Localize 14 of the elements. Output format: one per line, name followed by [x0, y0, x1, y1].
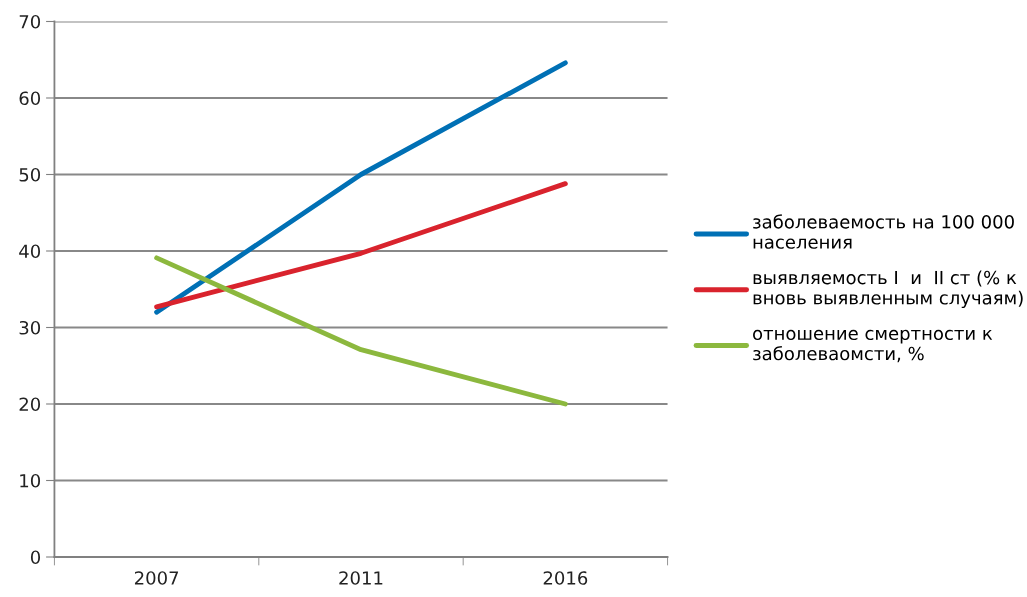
y-tick-label: 10: [20, 473, 41, 488]
y-tick-label: 50: [19, 167, 41, 182]
y-tick-label: 30: [19, 320, 41, 335]
y-tick-label: 70: [19, 14, 41, 29]
y-tick-label: 60: [19, 91, 41, 106]
x-tick-label: 2007: [134, 571, 179, 585]
legend-label: заболеваемость на 100 000 населения: [753, 214, 1014, 249]
y-tick-label: 40: [19, 244, 41, 259]
y-tick-label: 0: [30, 550, 41, 565]
x-tick-label: 2016: [543, 571, 588, 585]
legend-label: отношение смертности к заболеваомсти, %: [753, 329, 993, 363]
x-tick-label: 2011: [339, 571, 383, 585]
y-tick-label: 20: [19, 397, 41, 412]
legend-label: выявляемость I и II ст (% к вновь выявленным случаям): [753, 270, 1023, 309]
